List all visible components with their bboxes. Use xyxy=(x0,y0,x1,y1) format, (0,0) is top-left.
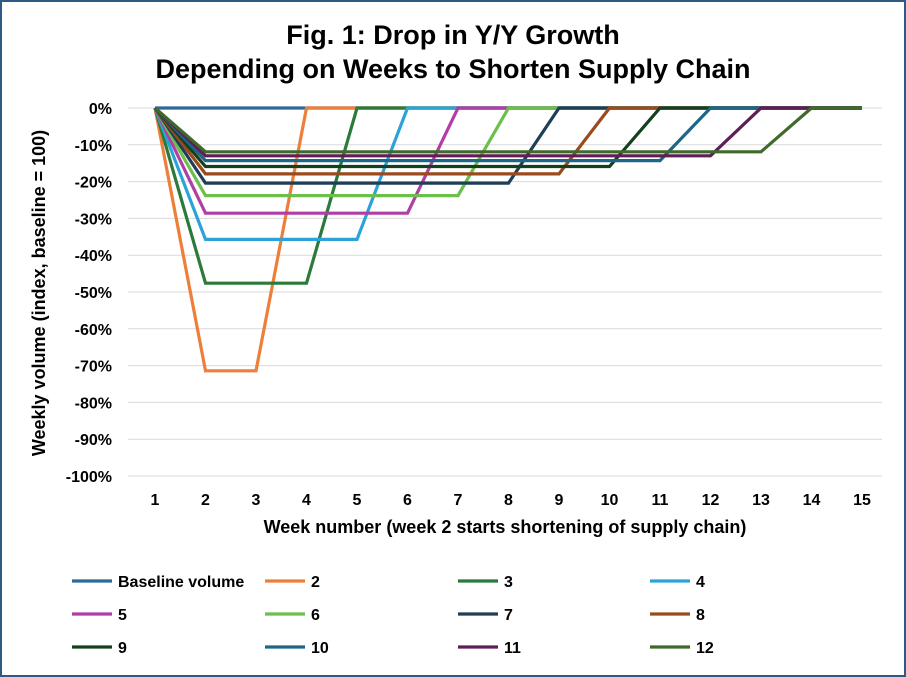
legend: Baseline volume 2 3 4 5 6 7 8 9 10 11 12 xyxy=(72,574,714,657)
series-line-7 xyxy=(153,106,862,185)
x-tick-label: 13 xyxy=(752,492,770,509)
x-tick-label: 3 xyxy=(252,492,261,509)
legend-label-7: 7 xyxy=(504,607,513,624)
legend-label-4: 4 xyxy=(696,574,705,591)
y-tick-label: -40% xyxy=(75,248,112,265)
x-tick-label: 5 xyxy=(353,492,362,509)
y-tick-label: -30% xyxy=(75,211,112,228)
y-tick-label: -20% xyxy=(75,175,112,192)
legend-label-6: 6 xyxy=(311,607,320,624)
series-line-10 xyxy=(153,106,862,163)
x-tick-label: 1 xyxy=(151,492,160,509)
gridlines xyxy=(128,107,882,477)
x-tick-label: 7 xyxy=(454,492,463,509)
x-tick-label: 9 xyxy=(555,492,564,509)
legend-label-5: 5 xyxy=(118,607,127,624)
series-lines xyxy=(153,106,862,373)
y-axis-ticks: 0% -10% -20% -30% -40% -50% -60% -70% -80% -90% -1… xyxy=(66,101,112,486)
x-tick-label: 15 xyxy=(853,492,871,509)
legend-label-12: 12 xyxy=(696,640,714,657)
y-tick-label: -10% xyxy=(75,138,112,155)
x-tick-label: 6 xyxy=(403,492,412,509)
legend-label-11: 11 xyxy=(504,640,521,657)
series-line-9 xyxy=(153,106,862,169)
x-tick-label: 8 xyxy=(504,492,513,509)
legend-label-3: 3 xyxy=(504,574,513,591)
y-tick-label: 0% xyxy=(89,101,112,118)
chart-title-line-2: Depending on Weeks to Shorten Supply Cha… xyxy=(155,54,750,84)
x-axis-ticks: 1 2 3 4 5 6 7 8 9 10 11 12 13 14 15 xyxy=(151,492,871,509)
legend-label-baseline-volume: Baseline volume xyxy=(118,574,244,591)
legend-label-2: 2 xyxy=(311,574,320,591)
legend-label-8: 8 xyxy=(696,607,705,624)
x-tick-label: 4 xyxy=(302,492,311,509)
x-tick-label: 12 xyxy=(702,492,720,509)
y-tick-label: -70% xyxy=(75,359,112,376)
x-tick-label: 2 xyxy=(201,492,210,509)
y-tick-label: -80% xyxy=(75,395,112,412)
x-axis-label: Week number (week 2 starts shortening of… xyxy=(264,517,747,537)
series-line-11 xyxy=(153,106,862,158)
y-tick-label: -90% xyxy=(75,432,112,449)
series-line-8 xyxy=(153,106,862,176)
chart-title-line-1: Fig. 1: Drop in Y/Y Growth xyxy=(286,20,620,50)
legend-label-9: 9 xyxy=(118,640,127,657)
x-tick-label: 10 xyxy=(601,492,619,509)
y-axis-label: Weekly volume (index, baseline = 100) xyxy=(29,130,49,456)
x-tick-label: 14 xyxy=(803,492,821,509)
y-tick-label: -50% xyxy=(75,285,112,302)
y-tick-label: -100% xyxy=(66,469,112,486)
legend-label-10: 10 xyxy=(311,640,329,657)
y-tick-label: -60% xyxy=(75,322,112,339)
series-line-12 xyxy=(153,106,862,154)
x-tick-label: 11 xyxy=(652,492,669,509)
